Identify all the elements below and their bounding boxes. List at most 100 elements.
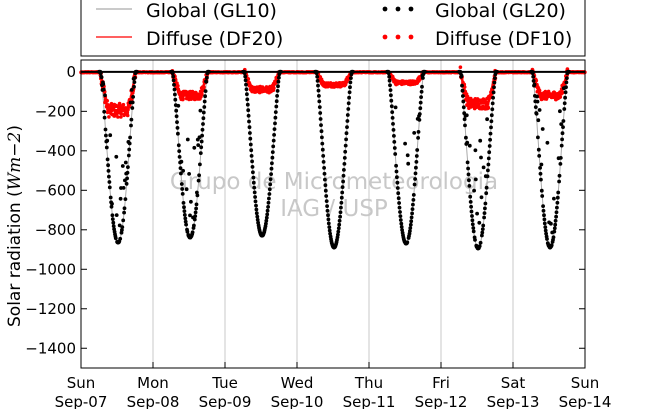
gl20-point	[418, 106, 423, 111]
gl20-point	[544, 231, 548, 236]
gl20-point	[111, 220, 116, 225]
gl20-point	[549, 221, 553, 226]
gl20-point	[194, 202, 199, 207]
gl20-point	[389, 98, 394, 103]
gl20-point	[327, 228, 332, 233]
gl20-point	[490, 101, 495, 106]
gl20-point	[105, 138, 110, 143]
gl20-point	[244, 87, 249, 92]
gl20-point	[196, 143, 201, 148]
gl20-point	[536, 147, 541, 152]
df10-point	[125, 110, 130, 115]
gl20-point	[110, 201, 114, 206]
gl20-point	[411, 198, 416, 202]
gl20-point	[181, 168, 186, 173]
gl20-point	[270, 155, 275, 160]
gl20-point	[556, 190, 561, 195]
gl20-point	[539, 188, 544, 193]
gl20-point	[346, 107, 351, 111]
gl20-point	[414, 165, 418, 170]
gl20-point	[477, 220, 482, 225]
gl20-point	[316, 83, 320, 88]
gl20-point	[268, 182, 273, 187]
gl20-point	[534, 111, 539, 116]
gl20-point	[481, 165, 486, 170]
gl20-point	[121, 186, 126, 190]
gl20-point	[327, 225, 332, 230]
gl20-point	[460, 83, 464, 88]
gl20-point	[464, 113, 469, 118]
gl20-point	[346, 101, 351, 106]
gl20-point	[199, 139, 204, 144]
df10-point	[125, 113, 130, 118]
gl20-point	[543, 228, 548, 233]
df10-point	[181, 97, 185, 101]
y-axis: 0 −200 −400 −600 −800 −1000 −1200 −1400	[25, 63, 585, 357]
gl20-point	[486, 156, 491, 161]
gl20-point	[271, 144, 276, 149]
gl20-point	[559, 122, 564, 126]
gl20-point	[421, 76, 425, 80]
gl20-point	[538, 171, 543, 176]
gl20-point	[465, 160, 470, 165]
gl20-point	[492, 85, 496, 90]
gl20-point	[461, 99, 466, 104]
gl20-point	[264, 218, 269, 223]
gl20-point	[563, 90, 568, 95]
gl20-point	[418, 100, 423, 105]
gl20-point	[467, 178, 471, 183]
gl20-point	[184, 222, 189, 227]
gl20-point	[552, 226, 557, 231]
gl20-point	[326, 221, 331, 226]
gl20-point	[389, 104, 394, 109]
legend: Global (GL10) Diffuse (DF20) Global (GL20)…	[80, 0, 586, 57]
gl20-point	[414, 160, 419, 164]
gl20-point	[202, 99, 207, 104]
x-axis: SunSep-07MonSep-08TueSep-09WedSep-10ThuS…	[55, 362, 611, 409]
gl20-point	[345, 125, 349, 129]
gl20-point	[272, 127, 277, 131]
df10-point	[458, 65, 463, 69]
gl20-point	[265, 212, 270, 217]
gl20-point	[318, 111, 323, 115]
df10-point	[202, 85, 206, 89]
gl20-point	[320, 147, 325, 152]
gl20-point	[336, 232, 340, 237]
gl20-point	[341, 179, 345, 184]
gl20-point	[171, 78, 176, 83]
gl20-point	[408, 229, 412, 233]
df10-point	[537, 88, 542, 93]
x-tick-day: Fri	[432, 374, 450, 392]
gl20-point	[248, 136, 253, 141]
gl20-point	[416, 130, 421, 134]
gl20-point	[396, 191, 401, 196]
legend-point-swatch	[395, 6, 401, 12]
gl20-point	[477, 244, 482, 249]
x-tick-date: Sep-08	[127, 393, 180, 409]
gl20-point	[468, 200, 473, 204]
gl20-point	[408, 226, 413, 230]
gl20-point	[553, 218, 558, 223]
gl20-point	[408, 222, 413, 227]
gl20-point	[120, 164, 125, 168]
gl20-point	[473, 238, 477, 242]
plot-area	[80, 59, 586, 369]
watermark-text: Grupo de Micrometeorologia	[170, 169, 498, 195]
gl20-point	[325, 208, 330, 213]
gl20-point	[483, 201, 488, 206]
gl20-point	[539, 162, 544, 167]
gl20-point	[340, 190, 345, 195]
gl20-point	[179, 159, 184, 164]
gl20-point	[108, 133, 113, 138]
gl20-point	[411, 193, 416, 197]
gl20-point	[410, 207, 415, 212]
gl20-point	[555, 200, 560, 205]
gl20-point	[253, 199, 258, 204]
gl20-point	[466, 166, 470, 171]
gl20-point	[323, 183, 328, 188]
gl20-point	[133, 76, 137, 80]
gl20-point	[391, 122, 395, 126]
gl20-point	[192, 145, 197, 150]
df10-point	[119, 111, 123, 116]
gl20-point	[409, 219, 414, 224]
